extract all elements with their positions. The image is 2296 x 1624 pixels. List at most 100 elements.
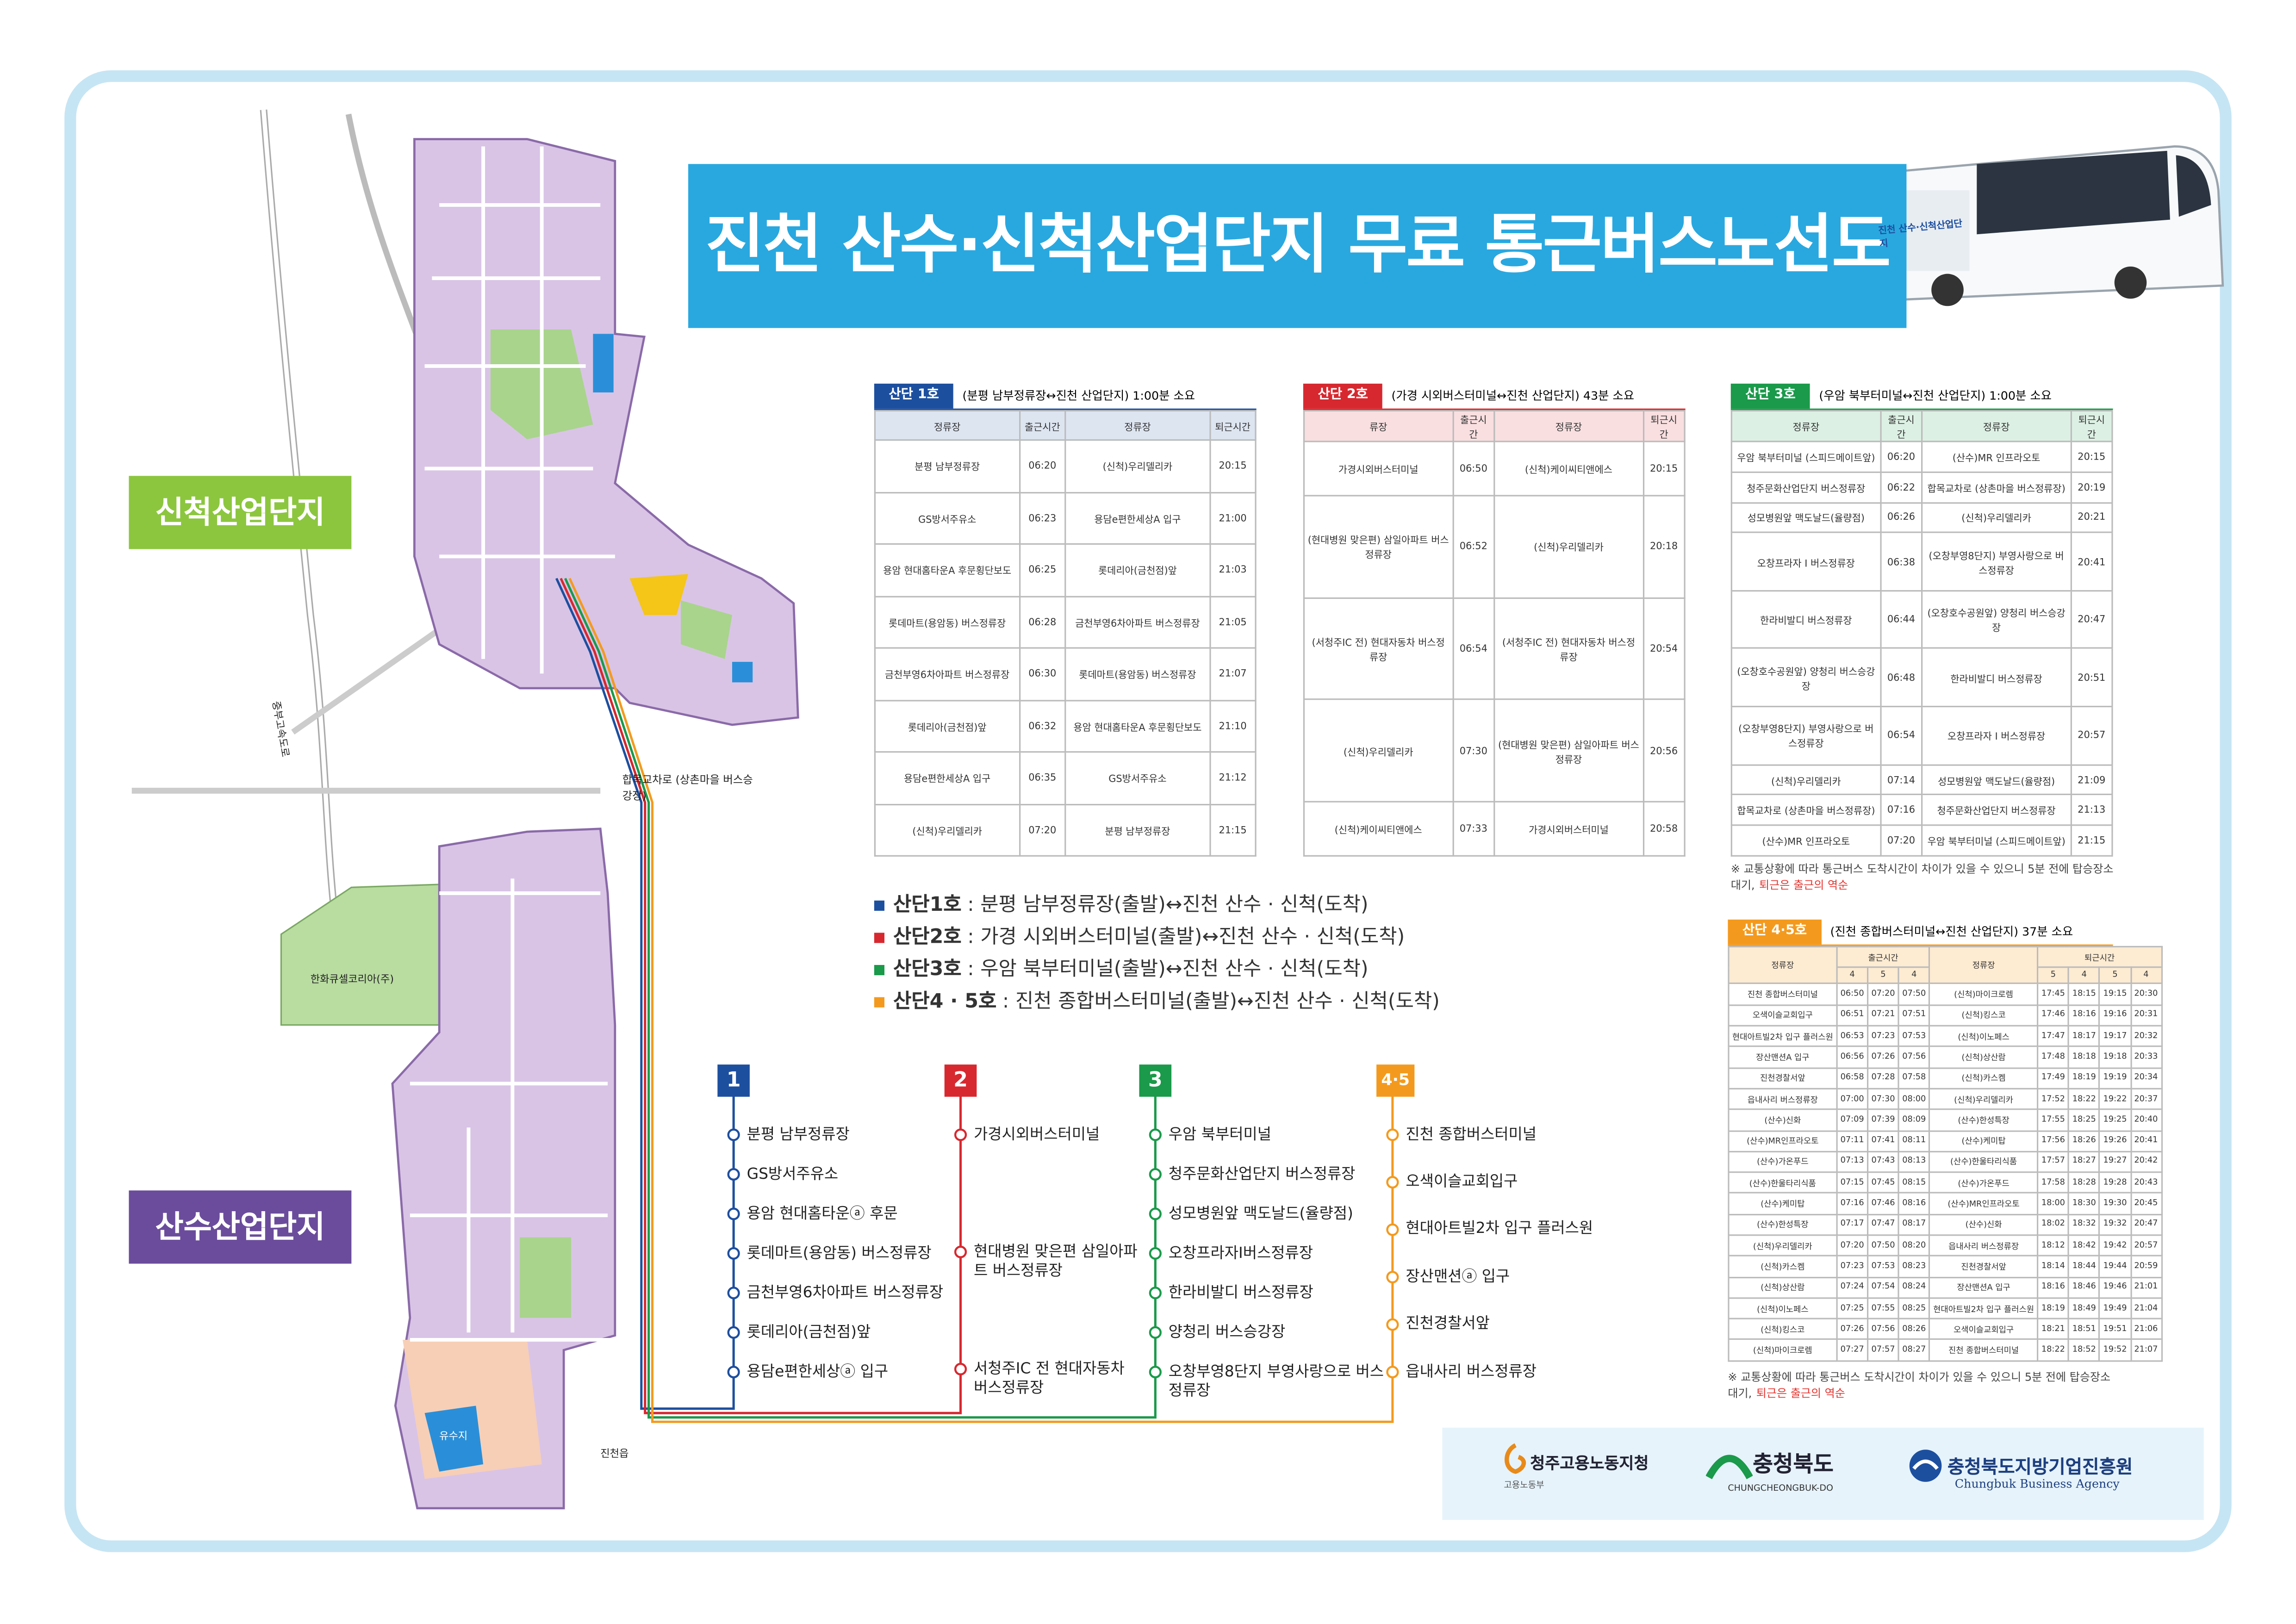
timetable-cell: 07:53 [1898, 1025, 1930, 1048]
column-header: 출근시간 [1452, 410, 1495, 442]
stop-name: 장산맨션ⓐ 입구 [1406, 1267, 1510, 1285]
stop-dot [1386, 1176, 1399, 1189]
timetable-cell: 07:39 [1867, 1108, 1899, 1132]
timetable-cell: 읍내사리 버스정류장 [1728, 1088, 1838, 1110]
bus-wheel [1931, 274, 1964, 306]
timetable-cell: 진천경찰서앞 [1728, 1067, 1838, 1089]
timetable-row: 한라비발디 버스정류장 06:44 (오창호수공원앞) 양청리 버스승강장 20:47 [1730, 590, 2113, 650]
timetable-cell: (산수)가온푸드 [1728, 1151, 1838, 1173]
timetable-cell: 08:00 [1898, 1088, 1930, 1110]
timetable-cell: 21:12 [1209, 751, 1257, 805]
stop-dot [1386, 1365, 1399, 1379]
timetable-cell: 08:15 [1898, 1171, 1930, 1194]
column-header: 출근시간 [1019, 410, 1066, 441]
sincheok-area [413, 138, 799, 726]
timetable-cell: 21:05 [1209, 595, 1257, 649]
legend-item: 산단1호: 분평 남부정류장(출발)↔진천 산수 · 신척(도착) [874, 889, 1369, 921]
timetable-cell: 18:44 [2068, 1255, 2101, 1278]
legend-swatch [874, 964, 884, 975]
timetable-cell: 06:20 [1879, 441, 1923, 473]
stop-dot [1149, 1128, 1162, 1141]
timetable-cell: 성모병원앞 맥도날드(율량점) [1921, 764, 2072, 796]
timetable-cell: 20:59 [2129, 1255, 2162, 1278]
timetable-cell: 청주문화산업단지 버스정류장 [1730, 471, 1881, 503]
timetable-cell: 17:57 [2037, 1151, 2070, 1173]
timetable-row: (신척)카스켐 07:23 07:53 08:23 진천경찰서앞 18:14 18:44 19… [1728, 1255, 2162, 1278]
sub-header: 4 [2068, 967, 2101, 985]
stop-dot [1386, 1128, 1399, 1141]
stop-name: 진천 종합버스터미널 [1406, 1125, 1537, 1143]
timetable-cell: 17:47 [2037, 1025, 2070, 1048]
timetable-row: (산수)MR 인프라오토 07:20 우암 북부터미널 (스피드메이트앞) 21:15 [1730, 824, 2113, 857]
logo-icon [1504, 1443, 1526, 1474]
timetable-cell: 06:35 [1019, 751, 1066, 805]
stop-dot [1149, 1247, 1162, 1260]
zone-label: 신척산업단지 [129, 476, 352, 549]
stop-dot [1149, 1287, 1162, 1300]
internal-road [410, 878, 615, 1342]
timetable-cell: 18:18 [2068, 1045, 2101, 1069]
timetable-cell: 18:52 [2068, 1339, 2101, 1362]
route-number: 1 [717, 1064, 750, 1097]
water-area [593, 334, 614, 392]
route-number: 3 [1139, 1064, 1172, 1097]
timetable-cell: 롯데마트(용암동) 버스정류장 [1064, 647, 1211, 701]
timetable-cell: GS방서주유소 [874, 491, 1020, 545]
logo-bar: 청주고용노동지청 고용노동부 충청북도 CHUNGCHEONGBUK-DO 충청… [1442, 1427, 2204, 1520]
logo-icon [1909, 1450, 1942, 1482]
legend-text: : 진천 종합버스터미널(출발)↔진천 산수 · 신척(도착) [1002, 989, 1440, 1014]
timetable-cell: 07:33 [1452, 801, 1495, 857]
timetable-cell: 19:16 [2099, 1004, 2132, 1027]
timetable-cell: 20:31 [2129, 1004, 2162, 1027]
timetable-cell: 08:24 [1898, 1276, 1930, 1299]
timetable-cell: 우암 북부터미널 (스피드메이트앞) [1921, 824, 2072, 857]
timetable-cell: (산수)MR인프라오토 [1728, 1129, 1838, 1152]
column-header: 정류장 [1728, 946, 1838, 985]
note-highlight: 퇴근은 출근의 역순 [1759, 878, 1848, 892]
map-label: 진천읍 [600, 1448, 629, 1460]
timetable-cell: 06:54 [1452, 597, 1495, 701]
stop-name: 롯데리아(금천점)앞 [747, 1323, 871, 1341]
timetable-cell: 20:15 [2070, 441, 2113, 473]
bus-window [1977, 150, 2170, 235]
timetable-cell: 18:26 [2068, 1129, 2101, 1152]
timetable-header: 산단 3호 (우암 북부터미널↔진천 산업단지) 1:00분 소요 [1730, 383, 2113, 410]
legend-label: 산단1호 [893, 893, 962, 917]
green-area [520, 1237, 571, 1318]
timetable-cell: 18:32 [2068, 1213, 2101, 1236]
route-number: 2 [944, 1064, 977, 1097]
timetable-cell: 07:56 [1898, 1045, 1930, 1069]
note-text: ※ 교통상황에 따라 통근버스 도착시간이 차이가 있을 수 있으니 5분 전에… [1728, 1370, 2111, 1400]
timetable-row: 우암 북부터미널 (스피드메이트앞) 06:20 (산수)MR 인프라오토 20:15 [1730, 441, 2113, 473]
timetable-cell: 20:33 [2129, 1045, 2162, 1069]
timetable-cell: 07:43 [1867, 1151, 1899, 1173]
stop-dot [727, 1207, 740, 1220]
internal-road [424, 146, 615, 674]
timetable-cell: 07:15 [1836, 1171, 1869, 1194]
stop-name: 우암 북부터미널 [1168, 1125, 1271, 1143]
timetable-cell: 18:22 [2068, 1088, 2101, 1110]
poster-title: 진천 산수·신척산업단지 무료 통근버스노선도 [688, 164, 1907, 328]
timetable-row: (산수)한성특장 07:17 07:47 08:17 (산수)신화 18:02 18:32 1… [1728, 1213, 2162, 1236]
timetable-cell: 21:13 [2070, 794, 2113, 827]
stop-dot [954, 1363, 967, 1375]
route-badge: 산단 1호 [874, 383, 954, 409]
timetable-cell: 용담e편한세상A 입구 [1064, 491, 1211, 545]
timetable-cell: 가경시외버스터미널 [1303, 441, 1454, 496]
header-row: 정류장 출근시간 정류장 퇴근시간 [1728, 946, 2162, 985]
stop-name: 오창프라자Ⅰ버스정류장 [1168, 1244, 1313, 1262]
timetable: 산단 2호 (가경 시외버스터미널↔진천 산업단지) 43분 소요 류장 출근시간 정류… [1303, 383, 1686, 857]
stop-name: 한라비발디 버스정류장 [1168, 1283, 1313, 1301]
timetable-cell: 19:15 [2099, 983, 2132, 1006]
water-area [424, 1406, 484, 1472]
timetable-grid: 정류장 출근시간 정류장 퇴근시간 우암 북부터미널 (스피드메이트앞) 06:20 (산수… [1730, 410, 2113, 857]
timetable-cell: 07:50 [1867, 1234, 1899, 1257]
timetable-cell: (현대병원 맞은편) 삼일아파트 버스정류장 [1493, 699, 1644, 803]
timetable-cell: 07:20 [1879, 824, 1923, 857]
timetable-header: 산단 4·5호 (진천 종합버스터미널↔진천 산업단지) 37분 소요 [1728, 919, 2113, 946]
note-highlight: 퇴근은 출근의 역순 [1756, 1387, 1845, 1400]
timetable-cell: 18:27 [2068, 1151, 2101, 1173]
timetable-cell: 07:20 [1019, 803, 1066, 857]
timetable-cell: 용암 현대홈타운A 후문횡단보도 [874, 543, 1020, 597]
stop-name: 현대병원 맞은편 삼일아파트 버스정류장 [973, 1242, 1138, 1279]
